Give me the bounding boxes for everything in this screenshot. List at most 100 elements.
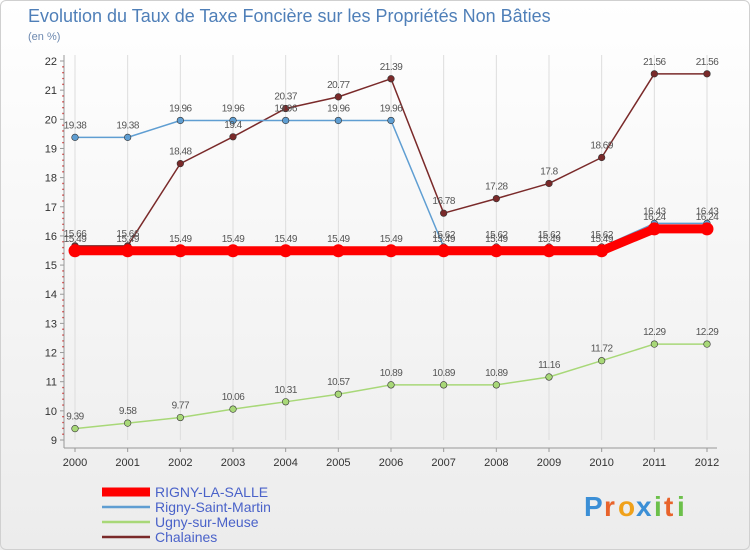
y-minor-tick [62, 415, 64, 418]
y-minor-tick [62, 316, 64, 319]
data-point [282, 398, 290, 406]
data-label: 11.72 [591, 344, 614, 355]
chart-subtitle: (en %) [28, 31, 60, 43]
y-tick-label: 12 [45, 348, 57, 360]
y-minor-tick [62, 141, 64, 144]
data-point [492, 195, 500, 203]
y-minor-tick [62, 305, 64, 307]
x-tick-label: 2000 [63, 457, 87, 469]
data-point [650, 70, 658, 78]
data-label: 19.4 [224, 120, 242, 131]
data-label: 19.96 [274, 103, 297, 114]
data-label: 20.37 [274, 92, 297, 103]
data-label: 19.96 [380, 103, 403, 114]
data-label: 15.49 [380, 234, 403, 245]
x-tick-label: 2008 [484, 457, 508, 469]
data-point [703, 70, 711, 78]
data-label: 15.49 [327, 234, 350, 245]
data-point [647, 222, 661, 236]
data-point [334, 390, 342, 398]
data-label: 15.49 [274, 234, 297, 245]
data-point [703, 340, 711, 348]
data-label: 18.69 [590, 140, 613, 151]
data-label: 16.43 [643, 206, 666, 217]
y-minor-tick [62, 375, 64, 377]
data-point [282, 116, 290, 125]
y-minor-tick [62, 404, 64, 406]
data-label: 10.89 [485, 368, 508, 379]
data-point [226, 244, 240, 258]
x-tick-label: 2004 [273, 457, 297, 469]
y-minor-tick [62, 386, 64, 389]
data-point [124, 419, 132, 427]
y-tick-label: 16 [45, 231, 57, 243]
y-minor-tick [62, 83, 64, 86]
data-label: 21.39 [380, 62, 403, 73]
y-minor-tick [62, 182, 64, 185]
data-label: 16.78 [432, 196, 455, 207]
data-label: 20.77 [327, 80, 350, 91]
y-minor-tick [62, 112, 64, 115]
data-point [176, 116, 184, 125]
y-minor-tick [62, 258, 64, 261]
x-tick-label: 2002 [168, 457, 192, 469]
y-tick-label: 10 [45, 406, 57, 418]
y-tick-label: 18 [45, 173, 57, 185]
data-label: 16.43 [696, 206, 719, 217]
data-point [384, 244, 398, 258]
y-minor-tick [62, 334, 64, 336]
data-point [124, 133, 132, 141]
x-tick-label: 2009 [537, 457, 561, 469]
data-point [598, 357, 606, 365]
x-tick-label: 2007 [431, 457, 455, 469]
logo-letter: x [636, 491, 653, 522]
data-label: 15.62 [485, 230, 508, 241]
data-label: 15.49 [485, 234, 508, 245]
y-tick-label: 9 [51, 435, 57, 447]
y-minor-tick [62, 170, 64, 173]
y-minor-tick [62, 106, 64, 109]
data-point [279, 244, 293, 258]
y-minor-tick [62, 66, 64, 68]
data-point [545, 179, 553, 188]
data-point [121, 244, 135, 258]
y-minor-tick [62, 194, 64, 196]
y-minor-tick [62, 363, 64, 366]
y-minor-tick [62, 281, 64, 284]
y-minor-tick [62, 398, 64, 400]
data-point [176, 160, 184, 168]
data-point [229, 405, 237, 413]
data-point [489, 244, 503, 258]
y-tick-label: 13 [45, 318, 57, 330]
data-label: 19.38 [116, 120, 139, 131]
data-label: 19.96 [169, 103, 192, 114]
y-minor-tick [62, 427, 64, 430]
y-minor-tick [62, 270, 64, 272]
data-label: 10.06 [222, 392, 245, 403]
data-point [176, 413, 184, 422]
data-point [598, 153, 606, 162]
y-minor-tick [62, 310, 64, 313]
data-point [437, 244, 451, 258]
y-minor-tick [62, 240, 64, 243]
y-minor-tick [62, 165, 64, 167]
data-label: 12.29 [696, 327, 719, 338]
data-point [229, 133, 237, 141]
x-tick-label: 2001 [115, 457, 139, 469]
data-label: 10.31 [274, 385, 297, 396]
data-label: 17.8 [540, 166, 558, 177]
data-point [650, 340, 658, 348]
x-tick-label: 2006 [379, 457, 403, 469]
data-point [542, 244, 556, 258]
data-point [68, 244, 82, 258]
data-point [282, 104, 290, 113]
data-label: 19.38 [64, 120, 87, 131]
legend-entry: Rigny-Saint-Martin [155, 499, 271, 515]
legend-entry: Chalaines [155, 529, 217, 545]
data-label: 12.29 [643, 327, 666, 338]
data-label: 9.77 [172, 401, 190, 412]
data-label: 10.89 [432, 368, 455, 379]
data-point [173, 244, 187, 258]
data-label: 16.24 [643, 212, 666, 223]
